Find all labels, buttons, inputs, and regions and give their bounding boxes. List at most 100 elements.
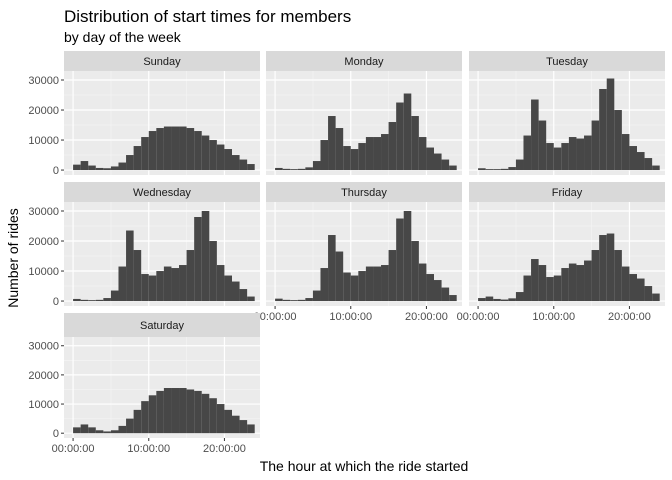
histogram-bar [95, 430, 104, 434]
histogram-bar [80, 161, 89, 171]
histogram-bar [599, 235, 607, 302]
chart-title: Distribution of start times for members [64, 7, 351, 26]
histogram-bar [156, 271, 164, 302]
chart-subtitle: by day of the week [64, 29, 182, 45]
histogram-bar [305, 167, 313, 171]
histogram-bar [290, 300, 298, 302]
histogram-bar [194, 217, 202, 302]
histogram-bar [133, 250, 142, 302]
histogram-bar [133, 409, 142, 434]
x-tick-label: 00:00:00 [52, 443, 95, 455]
histogram-bar [179, 265, 187, 302]
y-tick-label: 10000 [28, 399, 59, 411]
histogram-bar [126, 155, 134, 171]
histogram-bar [614, 250, 622, 302]
x-tick-label: 20:00:00 [608, 311, 651, 323]
histogram-bar [110, 166, 119, 171]
histogram-bar [614, 110, 622, 171]
histogram-bar [275, 167, 283, 171]
strip-label-monday: Monday [344, 56, 384, 68]
x-tick-label: 10:00:00 [127, 443, 170, 455]
y-tick-label: 20000 [28, 105, 59, 117]
histogram-bar [546, 143, 554, 171]
histogram-bar [320, 268, 329, 302]
y-tick-label: 20000 [28, 370, 59, 382]
x-tick-label: 10:00:00 [329, 311, 372, 323]
histogram-bar [224, 275, 232, 302]
histogram-bar [312, 161, 321, 171]
histogram-bar [232, 281, 240, 302]
histogram-bar [239, 159, 248, 171]
histogram-bar [171, 388, 180, 434]
facet-monday: Monday [266, 51, 462, 175]
histogram-bar [515, 292, 524, 302]
histogram-bar [553, 275, 562, 302]
histogram-bar [441, 287, 450, 302]
histogram-bar [644, 286, 653, 302]
histogram-bar [500, 299, 509, 302]
histogram-bar [358, 271, 366, 302]
histogram-bar [493, 169, 501, 171]
histogram-bar [538, 265, 547, 302]
histogram-bar [523, 135, 532, 171]
histogram-bar [110, 290, 119, 302]
histogram-bar [591, 120, 600, 171]
histogram-bar [163, 266, 172, 302]
histogram-bar [80, 299, 89, 302]
histogram-bar [508, 298, 516, 302]
histogram-bar [568, 263, 577, 302]
histogram-bar [373, 137, 382, 171]
histogram-bar [103, 298, 111, 302]
histogram-bar [282, 168, 291, 171]
histogram-bar [343, 146, 351, 171]
strip-monday [266, 51, 462, 71]
histogram-bar [201, 135, 210, 171]
histogram-bar [449, 295, 457, 302]
histogram-bar [652, 165, 660, 171]
histogram-bar [88, 165, 96, 171]
histogram-bar [179, 126, 187, 171]
histogram-bar [201, 393, 210, 434]
histogram-bar [644, 158, 653, 171]
histogram-bar [148, 395, 157, 434]
histogram-bar [621, 134, 630, 171]
facet-tuesday: Tuesday [469, 51, 665, 175]
histogram-bar [148, 275, 157, 302]
histogram-bar [561, 268, 569, 302]
y-tick-label: 10000 [28, 135, 59, 147]
x-tick-label: 00:00:00 [457, 311, 500, 323]
facet-panels: Sunday 0 10000 20000 30000 Monday Tuesday Wedne… [28, 51, 665, 455]
histogram-bar [247, 424, 255, 434]
strip-sunday [64, 51, 260, 71]
histogram-bar [426, 274, 434, 302]
x-tick-label: 20:00:00 [405, 311, 448, 323]
histogram-bar [201, 211, 210, 302]
histogram-bar [335, 251, 344, 302]
histogram-bar [576, 265, 585, 302]
histogram-bar [305, 298, 313, 302]
strip-saturday [64, 313, 260, 337]
histogram-bar [478, 168, 486, 171]
histogram-bar [282, 299, 291, 302]
histogram-bar [133, 146, 142, 171]
histogram-bar [156, 390, 164, 434]
x-tick-label: 10:00:00 [532, 311, 575, 323]
histogram-bar [95, 299, 104, 302]
histogram-bar [209, 241, 217, 302]
histogram-bar [426, 147, 434, 171]
histogram-bar [148, 131, 157, 171]
histogram-bar [103, 431, 111, 434]
histogram-bar [232, 415, 240, 434]
histogram-bar [163, 126, 172, 171]
y-tick-label: 0 [53, 165, 59, 177]
x-tick-label: 20:00:00 [203, 443, 246, 455]
strip-label-saturday: Saturday [140, 320, 185, 332]
histogram-bar [373, 266, 382, 302]
y-tick-label: 30000 [28, 75, 59, 87]
histogram-bar [194, 131, 202, 171]
histogram-bar [141, 274, 149, 302]
histogram-bar [403, 93, 412, 171]
histogram-bar [396, 102, 404, 171]
strip-label-wednesday: Wednesday [133, 187, 191, 199]
